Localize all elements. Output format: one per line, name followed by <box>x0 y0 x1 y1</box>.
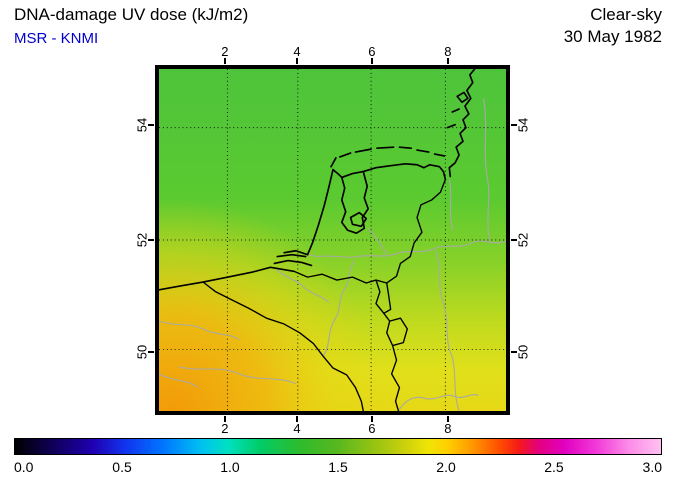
colorbar-tick-label: 3.0 <box>642 459 662 475</box>
axis-tick <box>296 58 298 64</box>
axis-tick <box>296 416 298 422</box>
lat-label-left: 54 <box>134 117 150 133</box>
lon-label-bottom: 2 <box>221 421 229 436</box>
axis-tick <box>511 239 517 241</box>
rivers-and-minor-borders <box>159 98 506 411</box>
grid-lines <box>159 69 506 411</box>
axis-tick <box>446 58 449 64</box>
coastline <box>159 69 476 291</box>
lon-label-top: 6 <box>368 44 376 59</box>
axis-tick <box>370 58 373 64</box>
axis-tick <box>223 58 226 64</box>
colorbar-tick-label: 2.5 <box>544 459 564 475</box>
axis-tick <box>446 416 449 422</box>
lon-label-bottom: 6 <box>368 421 376 436</box>
figure-source: MSR - KNMI <box>14 30 99 47</box>
lat-label-right: 52 <box>515 232 531 248</box>
figure-date: 30 May 1982 <box>563 27 662 46</box>
colorbar-tick-label: 1.0 <box>220 459 240 475</box>
lon-label-top: 2 <box>221 44 229 59</box>
lon-label-bottom: 4 <box>293 421 301 436</box>
uv-field <box>159 69 506 411</box>
lon-label-top: 8 <box>444 44 452 59</box>
figure-title: DNA-damage UV dose (kJ/m2) <box>14 5 249 24</box>
lat-label-left: 52 <box>134 232 150 248</box>
colorbar <box>14 438 662 455</box>
sky-condition: Clear-sky <box>590 5 662 24</box>
colorbar-tick-label: 1.5 <box>328 459 348 475</box>
colorbar-gradient <box>15 439 661 454</box>
map-frame <box>155 65 510 415</box>
axis-tick <box>223 416 226 422</box>
axis-tick <box>148 351 154 353</box>
axis-tick <box>511 123 517 126</box>
map-panel: 2 4 6 8 2 4 6 8 54 52 50 54 52 50 <box>135 45 531 435</box>
country-borders <box>202 179 447 411</box>
axis-tick <box>511 351 517 353</box>
colorbar-labels: 0.0 0.5 1.0 1.5 2.0 2.5 3.0 <box>14 459 662 477</box>
lat-label-right: 54 <box>515 117 531 133</box>
colorbar-tick-label: 0.5 <box>112 459 132 475</box>
colorbar-tick-label: 0.0 <box>14 459 34 475</box>
axis-tick <box>148 239 154 241</box>
axis-tick <box>370 416 373 422</box>
lat-label-right: 50 <box>515 344 531 360</box>
map-canvas <box>159 69 506 411</box>
lon-label-bottom: 8 <box>444 421 452 436</box>
colorbar-tick-label: 2.0 <box>436 459 456 475</box>
lon-label-top: 4 <box>293 44 301 59</box>
lat-label-left: 50 <box>134 344 150 360</box>
axis-tick <box>148 123 154 126</box>
